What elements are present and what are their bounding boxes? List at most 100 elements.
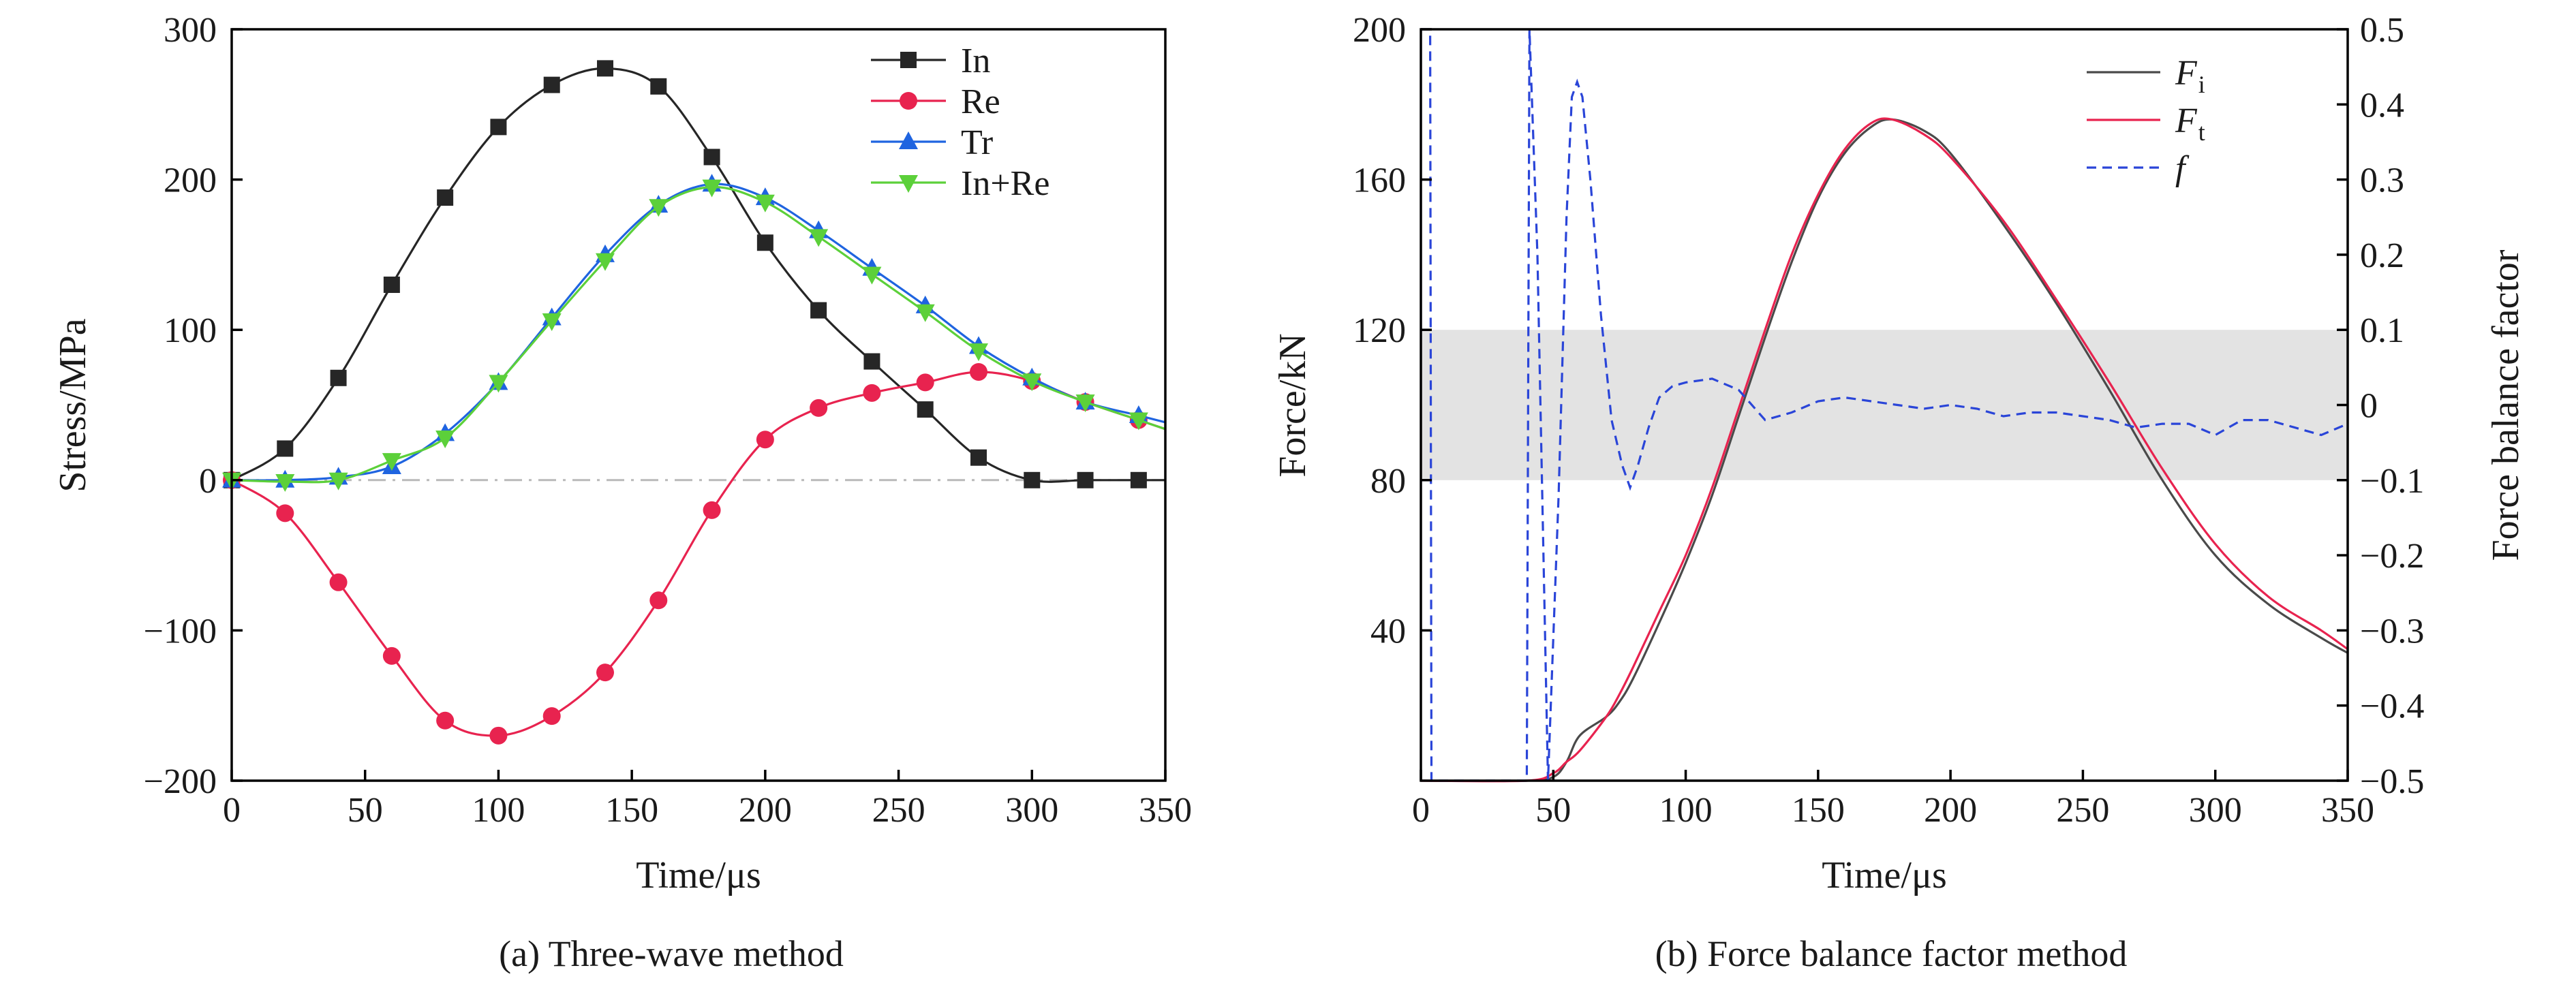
panel-a-y-tick-label: −100: [144, 612, 217, 651]
panel-b-x-tick-label: 200: [1924, 791, 1977, 830]
data-point-in-200: [756, 234, 773, 251]
data-point-in-80: [437, 189, 454, 206]
panel-b-y-axis-label: Force/kN: [1272, 333, 1314, 478]
panel-a-ticks: 0 50 100 150 200 250 300 350 300 200 100 0 −100 −200: [144, 11, 1192, 830]
data-point-in-plus-re-40: [328, 472, 348, 490]
data-point-in-340: [1130, 471, 1147, 488]
panel-a-marks: [222, 60, 1166, 745]
panel-a-x-tick-label: 0: [223, 791, 241, 830]
data-point-in-plus-re-100: [489, 375, 508, 393]
panel-a-y-tick-label: −200: [144, 762, 217, 801]
panel-b-x-tick-label: 150: [1792, 791, 1845, 830]
panel-b-y2-tick-label: −0.4: [2360, 687, 2424, 726]
data-point-in-240: [863, 353, 880, 370]
panel-b-x-tick-label: 250: [2056, 791, 2109, 830]
legend-marker-in: [900, 52, 917, 68]
panel-b-y-tick-label: 120: [1353, 311, 1406, 350]
data-point-in-plus-re-60: [382, 453, 401, 471]
panel-a-x-tick-label: 200: [739, 791, 792, 830]
panel-a-x-tick-label: 250: [872, 791, 925, 830]
data-point-in-plus-re-120: [542, 313, 562, 331]
data-point-re-220: [810, 399, 828, 417]
data-point-re-80: [436, 711, 455, 730]
panel-a-x-tick-label: 350: [1139, 791, 1192, 830]
legend-subscript-ft: t: [2198, 119, 2205, 146]
panel-a-three-wave-chart: 0 50 100 150 200 250 300 3503002001000−100−200 …: [52, 11, 1192, 974]
panel-b-y2-tick-label: −0.3: [2360, 612, 2424, 651]
panel-b-x-tick-label: 100: [1659, 791, 1713, 830]
panel-b-y2-tick-label: 0.4: [2360, 86, 2404, 125]
data-point-in-180: [703, 149, 720, 166]
series-line-in: [231, 67, 1165, 483]
data-point-re-20: [276, 504, 294, 522]
panel-b-y2-tick-label: 0.3: [2360, 161, 2404, 200]
panel-b-x-tick-label: 50: [1535, 791, 1571, 830]
legend-marker-re: [900, 92, 917, 110]
data-point-in-260: [917, 401, 934, 418]
panel-a-x-axis-label: Time/μs: [636, 854, 761, 896]
data-point-in-320: [1077, 471, 1094, 488]
series-line-in-plus-re: [231, 185, 1166, 484]
data-point-re-120: [542, 707, 561, 725]
data-point-in-plus-re-260: [915, 304, 935, 322]
series-line-tr: [231, 183, 1166, 482]
data-point-in-plus-re-160: [649, 199, 669, 217]
series-line-re: [231, 371, 1166, 737]
panel-b-x-axis-label: Time/μs: [1822, 854, 1947, 896]
series-line-f-balance-factor: [1421, 28, 2348, 782]
panel-b-marks: [1420, 28, 2348, 783]
panel-a-y-tick-label: 0: [199, 462, 217, 501]
panel-b-y2-tick-label: 0.2: [2360, 236, 2404, 275]
data-point-in-220: [810, 302, 827, 319]
data-point-in-plus-re-220: [809, 229, 829, 247]
legend-subscript-fi: i: [2198, 71, 2205, 98]
data-point-re-200: [756, 431, 774, 449]
data-point-in-plus-re-300: [1022, 373, 1042, 392]
legend-label-ft: Ft: [2175, 102, 2205, 146]
panel-b-y-tick-label: 160: [1353, 161, 1406, 200]
panel-b-y2-axis-label: Force balance factor: [2485, 249, 2527, 561]
data-point-in-140: [597, 60, 613, 77]
data-point-in-plus-re-180: [702, 179, 722, 198]
data-point-re-280: [970, 362, 987, 381]
data-point-re-140: [596, 664, 614, 682]
data-point-in-40: [330, 369, 347, 386]
panel-b-y2-tick-label: −0.5: [2360, 762, 2424, 801]
legend-marker-tr: [899, 131, 918, 149]
panel-a-x-tick-label: 150: [605, 791, 658, 830]
data-point-in-plus-re-280: [969, 343, 988, 362]
data-point-re-60: [382, 646, 401, 665]
panel-b-x-tick-label: 300: [2189, 791, 2242, 830]
data-point-in-plus-re-240: [862, 266, 882, 285]
data-point-in-60: [383, 277, 400, 294]
data-point-in-120: [543, 76, 560, 93]
data-point-in-280: [970, 449, 987, 466]
panel-b-y2-tick-label: 0.5: [2360, 11, 2404, 50]
panel-b-caption: (b) Force balance factor method: [1655, 933, 2128, 974]
panel-a-x-tick-label: 100: [472, 791, 525, 830]
data-point-in-plus-re-320: [1075, 394, 1095, 413]
data-point-re-40: [329, 573, 348, 591]
legend-label-f-balance-factor: f: [2175, 149, 2190, 188]
panel-b-y2-tick-label: 0: [2360, 387, 2378, 426]
data-point-in-100: [490, 119, 507, 136]
balance-band-shaded-region: [1421, 330, 2348, 480]
panel-a-y-tick-label: 300: [164, 11, 217, 50]
data-point-in-plus-re-340: [1129, 412, 1148, 431]
data-point-re-260: [916, 373, 934, 392]
panel-b-ticks: 0 50 100 150 200 250 300 350 200 160 120 80 40 0.5 0.4…: [1353, 11, 2424, 830]
panel-b-y-tick-label: 40: [1370, 612, 1406, 651]
data-point-in-plus-re-80: [435, 431, 455, 449]
legend-label-in-plus-re: In+Re: [961, 164, 1049, 203]
legend-label-in: In: [961, 42, 990, 80]
data-point-re-240: [863, 384, 881, 402]
panel-a-x-tick-label: 300: [1005, 791, 1058, 830]
data-point-re-160: [649, 591, 668, 610]
data-point-in-160: [650, 78, 667, 95]
panel-a-y-tick-label: 200: [164, 161, 217, 200]
panel-a-x-tick-label: 50: [348, 791, 383, 830]
panel-b-y-tick-label: 80: [1370, 462, 1406, 501]
